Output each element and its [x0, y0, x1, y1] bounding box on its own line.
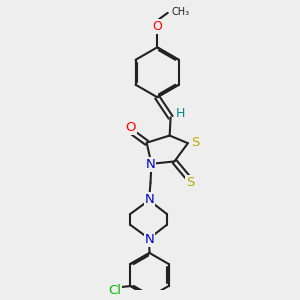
Text: H: H [176, 107, 185, 120]
Text: Cl: Cl [108, 284, 121, 297]
Text: N: N [146, 158, 155, 171]
Text: CH₃: CH₃ [172, 7, 190, 17]
Text: N: N [145, 193, 154, 206]
Text: S: S [191, 136, 199, 149]
Text: N: N [145, 232, 154, 246]
Text: S: S [187, 176, 195, 190]
Text: O: O [152, 20, 162, 33]
Text: O: O [125, 121, 136, 134]
